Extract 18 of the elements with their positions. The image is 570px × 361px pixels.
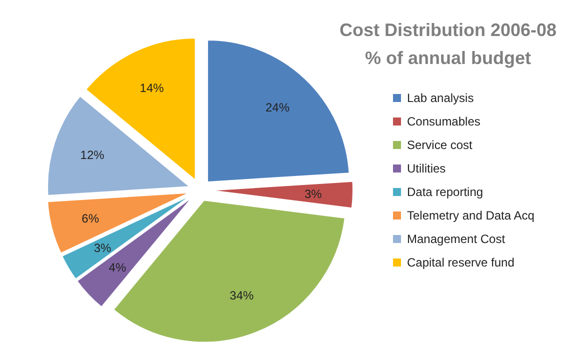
legend-label: Data reporting (407, 185, 484, 200)
legend-label: Service cost (407, 138, 474, 152)
chart-title: Cost Distribution 2006-08 (339, 20, 557, 40)
legend-label: Consumables (407, 114, 480, 129)
data-label: 3% (304, 186, 322, 201)
data-label: 34% (230, 288, 254, 302)
legend-label: Telemetry and Data Acq (407, 208, 534, 223)
data-label: 3% (94, 240, 112, 255)
data-label: 12% (80, 148, 105, 162)
legend-label: Capital reserve fund (407, 256, 514, 270)
data-label: 4% (108, 260, 126, 275)
data-label: 14% (140, 80, 164, 95)
data-label: 24% (266, 100, 290, 115)
legend-label: Management Cost (407, 232, 506, 246)
legend-label: Lab analysis (407, 91, 474, 106)
data-label: 6% (82, 211, 100, 226)
text: % of annual budget (365, 48, 531, 68)
legend-label: Utilities (407, 162, 446, 176)
